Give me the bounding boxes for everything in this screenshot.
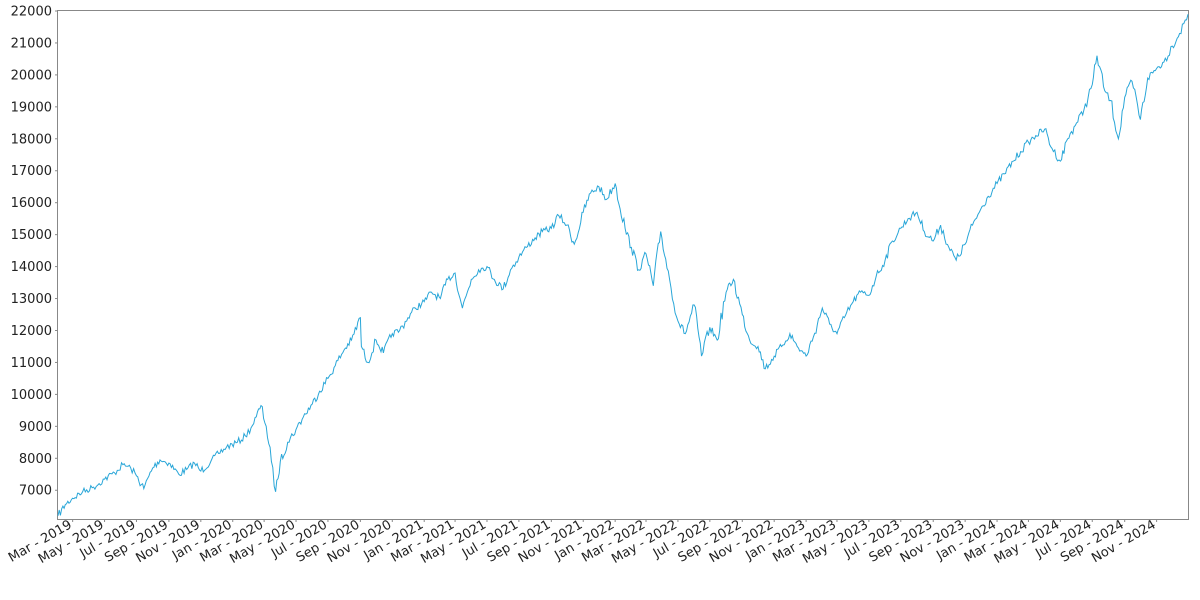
y-tick-label: 10000 [11,388,52,403]
y-tick-label: 11000 [11,356,52,371]
y-tick-label: 12000 [11,324,52,339]
y-tick-label: 18000 [11,132,52,147]
y-tick-label: 9000 [19,420,52,435]
y-tick-label: 16000 [11,196,52,211]
y-tick-label: 20000 [11,68,52,83]
y-tick-label: 8000 [19,452,52,467]
y-tick-label: 14000 [11,260,52,275]
y-tick-label: 7000 [19,484,52,499]
y-axis: 7000 8000 9000 10000 11000 12000 13000 14000 150… [11,5,58,499]
y-tick-label: 19000 [11,100,52,115]
y-tick-label: 21000 [11,36,52,51]
y-tick-label: 15000 [11,228,52,243]
y-tick-label: 13000 [11,292,52,307]
plot-frame [57,10,1189,520]
y-tick-label: 22000 [11,5,52,20]
series-line [57,14,1189,516]
y-tick-label: 17000 [11,164,52,179]
